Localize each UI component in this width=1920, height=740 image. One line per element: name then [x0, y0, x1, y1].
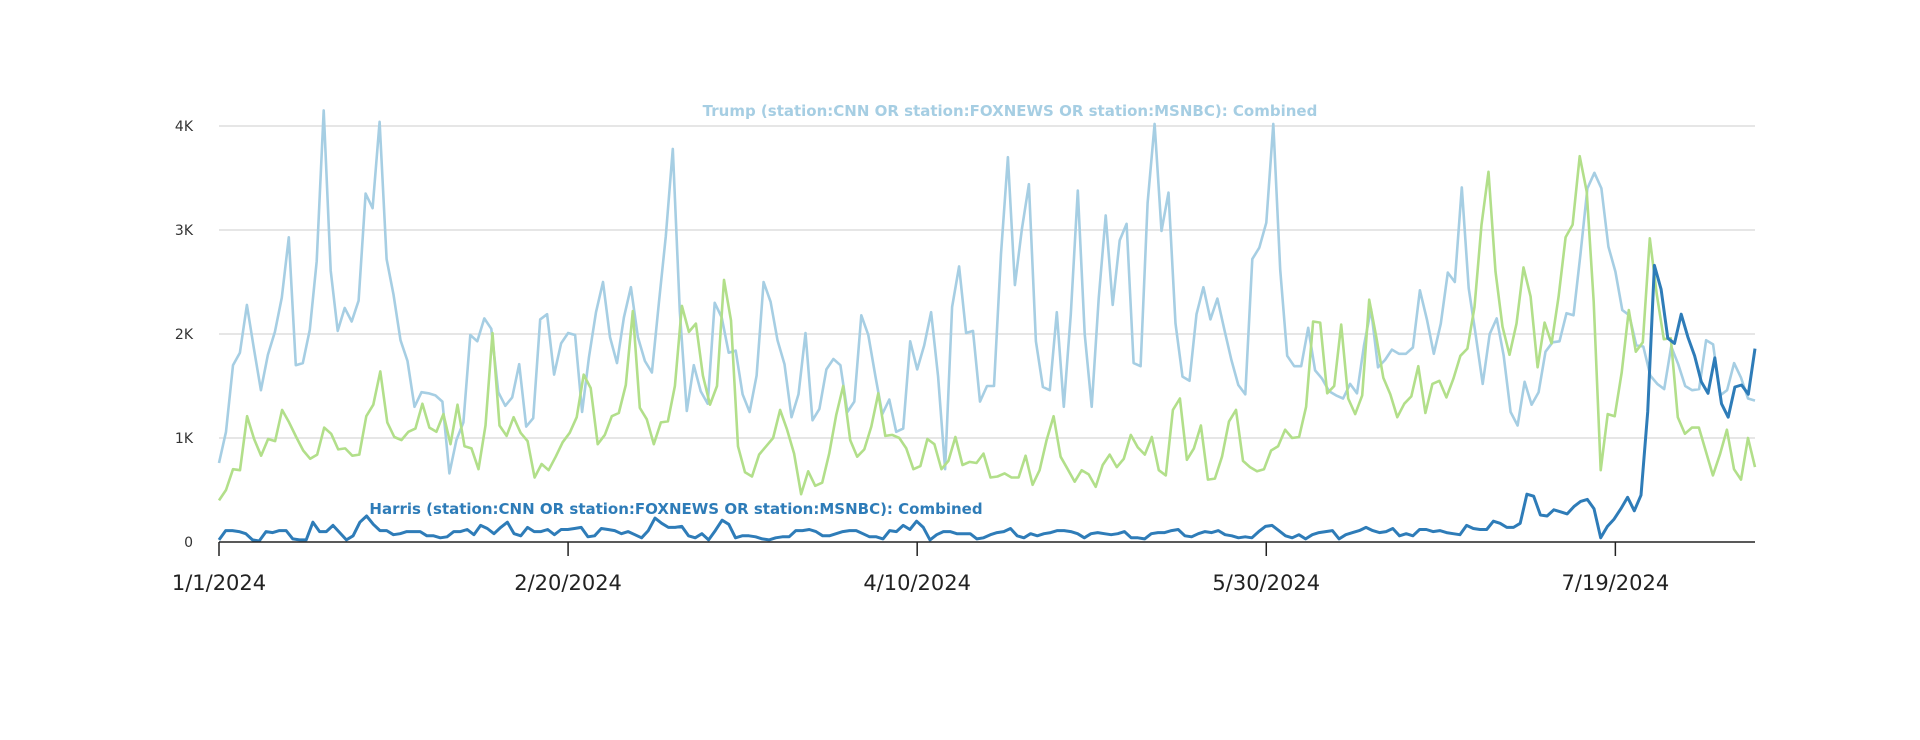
y-tick-label: 1K — [175, 431, 194, 447]
series-line-2 — [217, 263, 1757, 543]
series-label-harris: Harris (station:CNN OR station:FOXNEWS O… — [369, 500, 982, 518]
y-axis-ticks: 0 1K 2K 3K 4K — [175, 119, 194, 551]
y-tick-label: 3K — [175, 223, 194, 239]
series-label-trump: Trump (station:CNN OR station:FOXNEWS OR… — [703, 102, 1318, 120]
series-line-0 — [217, 109, 1756, 475]
x-tick-label: 2/20/2024 — [514, 571, 622, 595]
series-lines — [217, 109, 1757, 543]
x-tick-label: 1/1/2024 — [172, 571, 266, 595]
x-axis-ticks: 1/1/2024 2/20/2024 4/10/2024 5/30/2024 7/19/… — [172, 542, 1669, 595]
x-tick-label: 5/30/2024 — [1212, 571, 1320, 595]
series-line-1 — [217, 154, 1757, 502]
gridlines — [219, 125, 1755, 439]
x-tick-label: 4/10/2024 — [863, 571, 971, 595]
y-tick-label: 2K — [175, 327, 194, 343]
x-tick-label: 7/19/2024 — [1562, 571, 1670, 595]
y-tick-label: 4K — [175, 119, 194, 135]
y-tick-label: 0 — [184, 535, 193, 551]
